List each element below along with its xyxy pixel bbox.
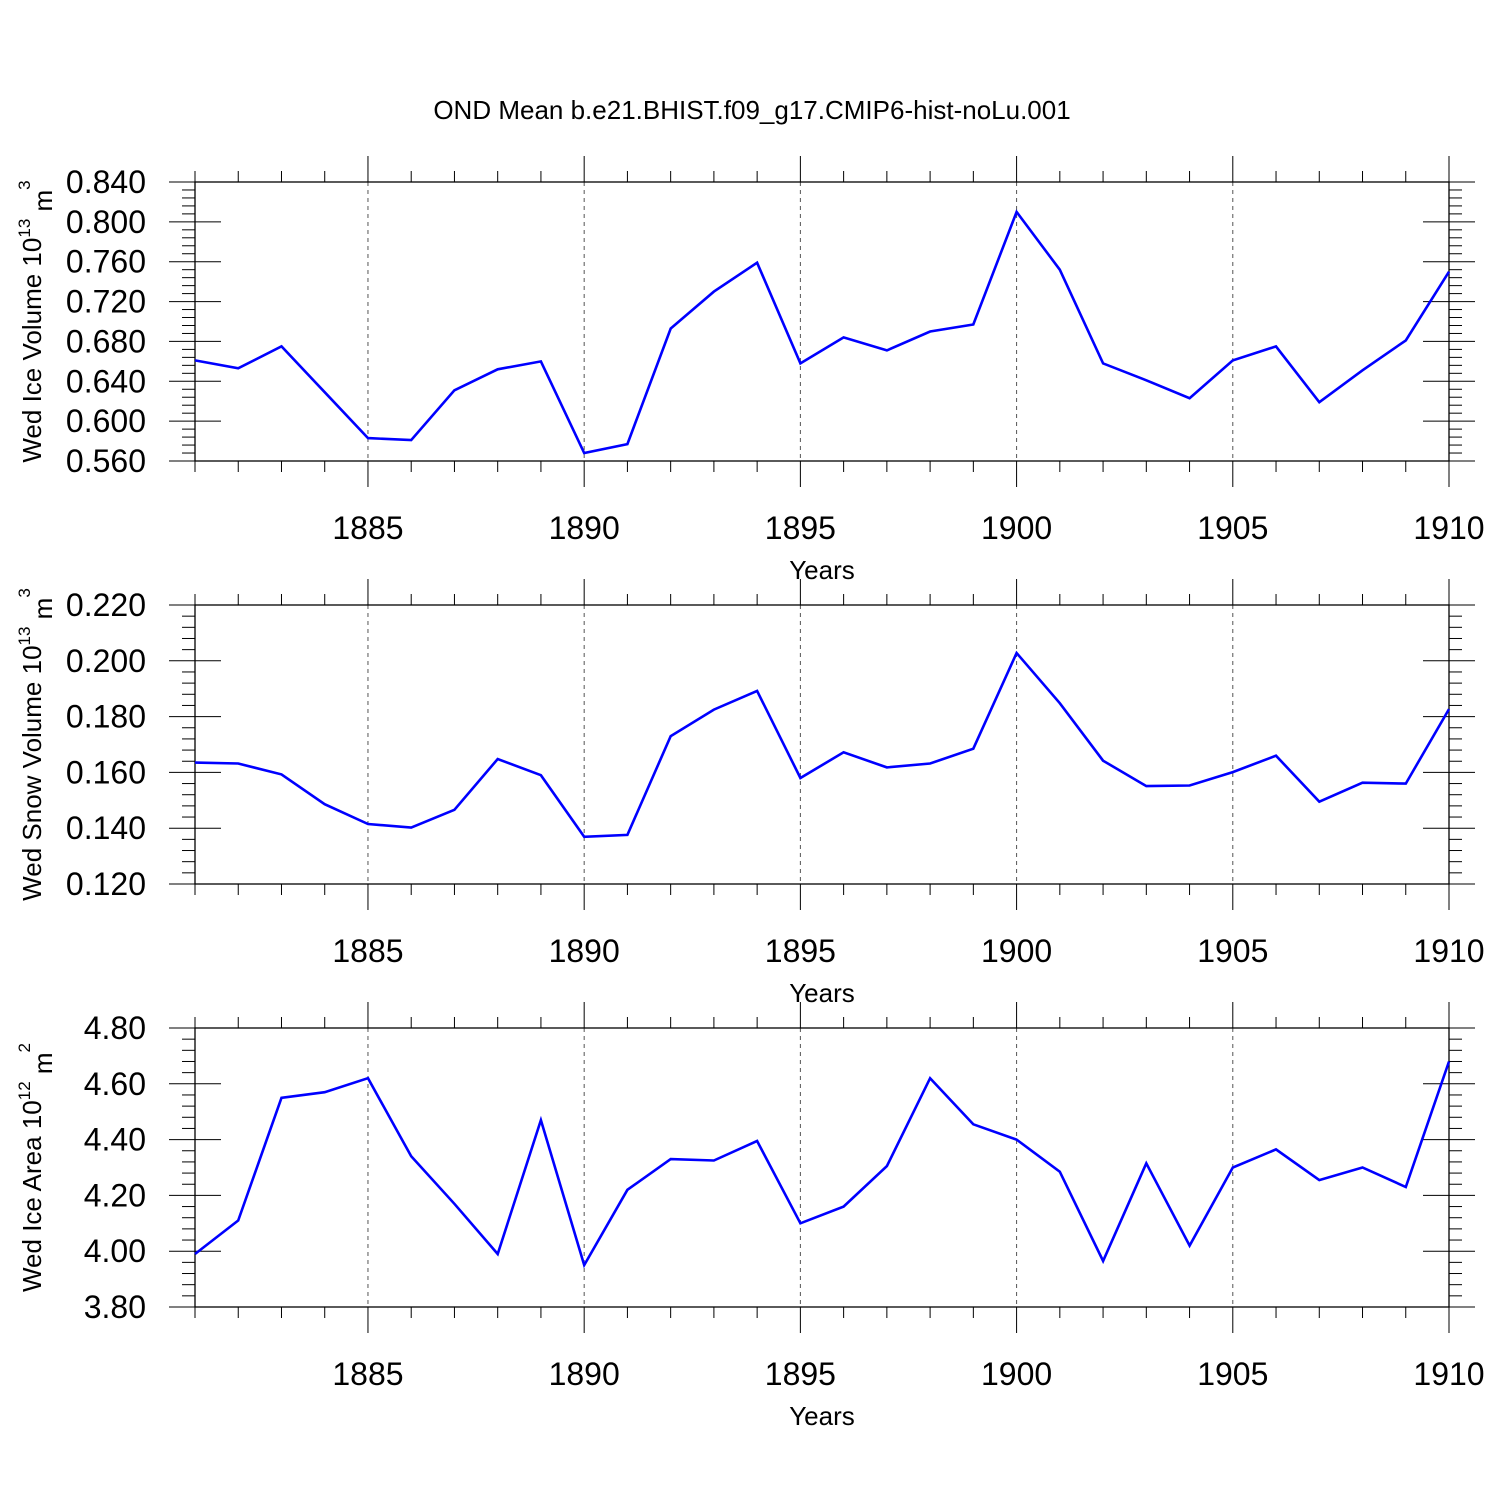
y-label-exp: 13: [15, 219, 34, 238]
y-axis-label: Wed Ice Area 1012 m2: [15, 1043, 58, 1292]
panel-2: 0.120 0.140 0.160 0.180 0.200 0.220 1885 1890 18…: [15, 579, 1485, 1008]
x-tick-label-1885: 1885: [332, 933, 403, 969]
y-tick-label: 0.200: [66, 643, 146, 679]
y-tick-label: 0.120: [66, 866, 146, 902]
y-tick-label: 0.160: [66, 754, 146, 790]
x-tick-label-1905: 1905: [1197, 510, 1268, 546]
x-tick-label-1890: 1890: [549, 933, 620, 969]
y-label-exp: 12: [15, 1081, 34, 1100]
y-label-main: Wed Ice Area 10: [17, 1100, 47, 1292]
x-tick-label-1890: 1890: [549, 1356, 620, 1392]
x-tick-label-1900: 1900: [981, 1356, 1052, 1392]
y-label-unit-exp: 3: [15, 588, 34, 597]
y-tick-label: 4.80: [84, 1010, 146, 1046]
x-tick-label-1905: 1905: [1197, 933, 1268, 969]
y-tick-label: 0.600: [66, 403, 146, 439]
plot-frame: [194, 1027, 1450, 1308]
x-tick-label-1885: 1885: [332, 510, 403, 546]
x-tick-label-1895: 1895: [765, 1356, 836, 1392]
y-tick-label: 0.760: [66, 244, 146, 280]
x-tick-label-1910: 1910: [1413, 510, 1484, 546]
plot-frame: [194, 181, 1450, 462]
x-tick-label-1900: 1900: [981, 933, 1052, 969]
y-label-unit: m: [28, 190, 58, 219]
y-tick-label: 0.800: [66, 204, 146, 240]
y-label-unit-exp: 2: [15, 1043, 34, 1052]
x-axis-label: Years: [789, 1401, 855, 1431]
y-label-exp: 13: [15, 627, 34, 646]
y-label-main: Wed Snow Volume 10: [17, 645, 47, 900]
y-tick-label: 3.80: [84, 1289, 146, 1325]
series-line: [194, 1061, 1451, 1269]
x-axis-label: Years: [789, 978, 855, 1008]
y-tick-label: 4.00: [84, 1233, 146, 1269]
y-tick-label: 0.720: [66, 284, 146, 320]
y-tick-label: 4.20: [84, 1177, 146, 1213]
y-label-main: Wed Ice Volume 10: [17, 238, 47, 463]
y-tick-label: 4.40: [84, 1122, 146, 1158]
y-axis-label: Wed Snow Volume 1013 m3: [15, 588, 58, 901]
x-axis-label: Years: [789, 555, 855, 585]
panel-3: 3.80 4.00 4.20 4.40 4.60 4.80 1885 1890 1895 1900…: [15, 1002, 1485, 1431]
series-line: [194, 209, 1451, 455]
y-tick-label: 0.640: [66, 363, 146, 399]
series-line: [194, 650, 1451, 839]
y-tick-label: 0.560: [66, 443, 146, 479]
x-tick-label-1900: 1900: [981, 510, 1052, 546]
figure-title: OND Mean b.e21.BHIST.f09_g17.CMIP6-hist-…: [433, 95, 1070, 125]
y-tick-label: 0.840: [66, 164, 146, 200]
y-tick-label: 0.140: [66, 810, 146, 846]
x-tick-label-1910: 1910: [1413, 933, 1484, 969]
x-tick-label-1895: 1895: [765, 510, 836, 546]
x-tick-label-1890: 1890: [549, 510, 620, 546]
y-axis-label: Wed Ice Volume 1013 m3: [15, 180, 58, 462]
x-tick-label-1895: 1895: [765, 933, 836, 969]
y-tick-label: 0.220: [66, 587, 146, 623]
y-label-unit: m: [28, 598, 58, 627]
y-tick-label: 0.180: [66, 699, 146, 735]
y-tick-label: 4.60: [84, 1066, 146, 1102]
x-tick-label-1885: 1885: [332, 1356, 403, 1392]
plot-frame: [194, 604, 1450, 885]
x-tick-label-1910: 1910: [1413, 1356, 1484, 1392]
y-tick-label: 0.680: [66, 323, 146, 359]
y-label-unit-exp: 3: [15, 180, 34, 189]
y-label-unit: m: [28, 1052, 58, 1081]
x-tick-label-1905: 1905: [1197, 1356, 1268, 1392]
